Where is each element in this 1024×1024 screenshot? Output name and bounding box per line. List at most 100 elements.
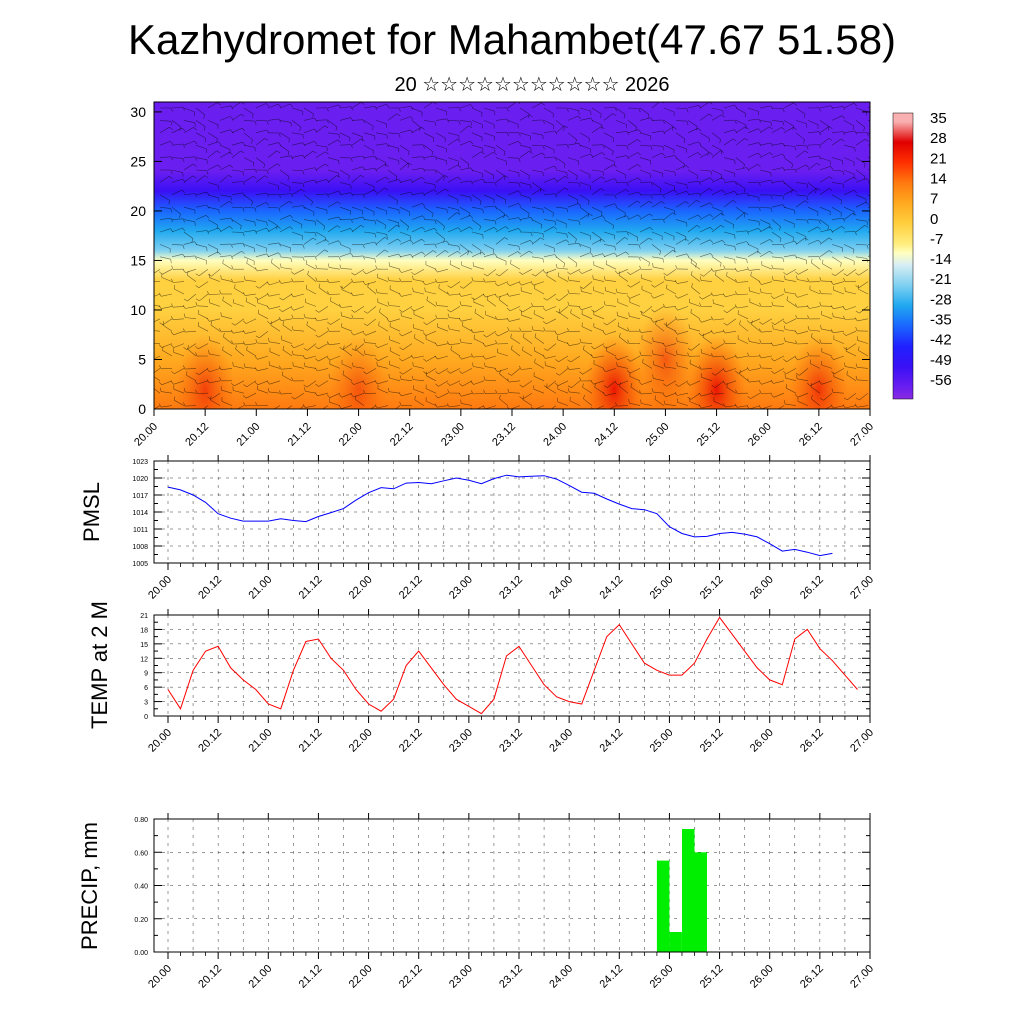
wind-barb-flag — [791, 164, 794, 169]
wind-barb — [483, 120, 495, 125]
wind-barb-flag — [820, 324, 822, 329]
wind-barb-flag — [661, 102, 665, 104]
wind-barb-flag — [482, 355, 486, 360]
wind-barb — [256, 342, 269, 344]
wind-barb-flag — [242, 243, 246, 247]
wind-barb — [615, 189, 626, 196]
wind-barb — [569, 280, 581, 282]
x-tick-label: 20.12 — [196, 963, 224, 991]
wind-barb — [351, 193, 364, 196]
wind-barb-flag — [447, 389, 450, 394]
wind-barb — [327, 120, 338, 128]
wind-barb — [495, 214, 507, 220]
wind-barb-flag — [879, 246, 880, 250]
wind-barb-flag — [592, 275, 594, 280]
wind-barb — [219, 116, 231, 121]
wind-barb-flag — [222, 259, 224, 264]
wind-barb — [291, 205, 303, 208]
wind-barb — [759, 126, 770, 134]
wind-barb-flag — [362, 244, 365, 249]
wind-barb — [617, 365, 629, 369]
wind-barb-flag — [540, 237, 545, 240]
wind-barb — [231, 113, 242, 121]
wind-barb — [351, 216, 363, 220]
wind-barb-flag — [637, 139, 641, 143]
wind-barb-flag — [541, 152, 546, 156]
wind-barb-flag — [639, 351, 642, 356]
wind-barb — [413, 327, 425, 332]
wind-barb — [675, 182, 687, 185]
precip-bar — [669, 932, 682, 952]
wind-barb — [543, 254, 555, 258]
wind-barb — [747, 118, 759, 121]
wind-barb — [161, 293, 173, 297]
wind-barb — [819, 206, 831, 212]
wind-barb-flag — [495, 273, 500, 277]
wind-barb-flag — [709, 202, 714, 206]
wind-barb-flag — [614, 252, 618, 257]
wind-barb — [303, 128, 315, 134]
wind-barb-flag — [338, 394, 343, 398]
wind-barb-flag — [579, 338, 582, 343]
wind-barb — [462, 380, 473, 387]
wind-barb — [171, 189, 183, 196]
wind-barb-flag — [542, 145, 545, 150]
wind-barb-flag — [723, 339, 726, 344]
wind-barb-flag — [510, 345, 513, 350]
wind-barb — [559, 293, 569, 301]
wind-barb — [279, 103, 291, 109]
wind-barb — [351, 138, 362, 146]
precip-bar — [694, 852, 707, 953]
wind-barb — [459, 157, 470, 165]
wind-barb — [379, 311, 389, 320]
wind-barb-flag — [483, 389, 486, 394]
wind-barb-flag — [602, 171, 605, 176]
wind-barb-flag — [291, 396, 295, 400]
wind-barb — [196, 305, 209, 307]
wind-barb — [307, 274, 317, 282]
wind-barb-flag — [686, 191, 690, 195]
wind-barb — [413, 306, 425, 312]
wind-barb — [291, 189, 302, 196]
wind-barb-flag — [582, 383, 584, 388]
wind-barb-flag — [792, 237, 794, 242]
wind-barb — [159, 120, 172, 122]
wind-barb — [715, 274, 725, 282]
wind-barb — [159, 256, 171, 260]
wind-barb — [675, 132, 686, 140]
wind-barb — [209, 340, 221, 344]
wind-barb-flag — [770, 295, 775, 299]
wind-barb-flag — [783, 272, 787, 276]
x-tick-label: 21.00 — [246, 727, 274, 755]
wind-barb — [339, 169, 350, 176]
wind-barb-flag — [842, 404, 846, 409]
wind-barb-flag — [566, 172, 568, 177]
wind-barb — [831, 182, 843, 185]
wind-barb — [425, 291, 437, 295]
x-tick-label: 23.12 — [497, 574, 525, 602]
wind-barb — [653, 266, 665, 270]
wind-barb-flag — [575, 139, 577, 144]
wind-barb — [843, 120, 854, 127]
wind-barb-flag — [554, 221, 557, 226]
wind-barb — [342, 374, 353, 382]
wind-barb-flag — [494, 205, 498, 210]
wind-barb-flag — [603, 301, 606, 306]
wind-barb-flag — [448, 325, 450, 330]
wind-barb — [351, 119, 364, 121]
wind-barb-flag — [303, 348, 308, 351]
wind-barb — [270, 324, 281, 332]
wind-barb-flag — [746, 378, 750, 383]
wind-barb-flag — [567, 289, 570, 294]
wind-barb — [711, 150, 721, 158]
wind-barb-flag — [434, 121, 437, 126]
wind-barb-flag — [338, 134, 341, 139]
wind-barb — [343, 281, 353, 289]
y-tick-label: 18 — [140, 627, 148, 634]
wind-barb — [411, 215, 423, 220]
wind-barb — [318, 330, 329, 338]
wind-barb-flag — [558, 308, 561, 313]
wind-barb-flag — [290, 271, 295, 275]
wind-barb-flag — [422, 144, 425, 149]
wind-barb — [771, 127, 782, 134]
